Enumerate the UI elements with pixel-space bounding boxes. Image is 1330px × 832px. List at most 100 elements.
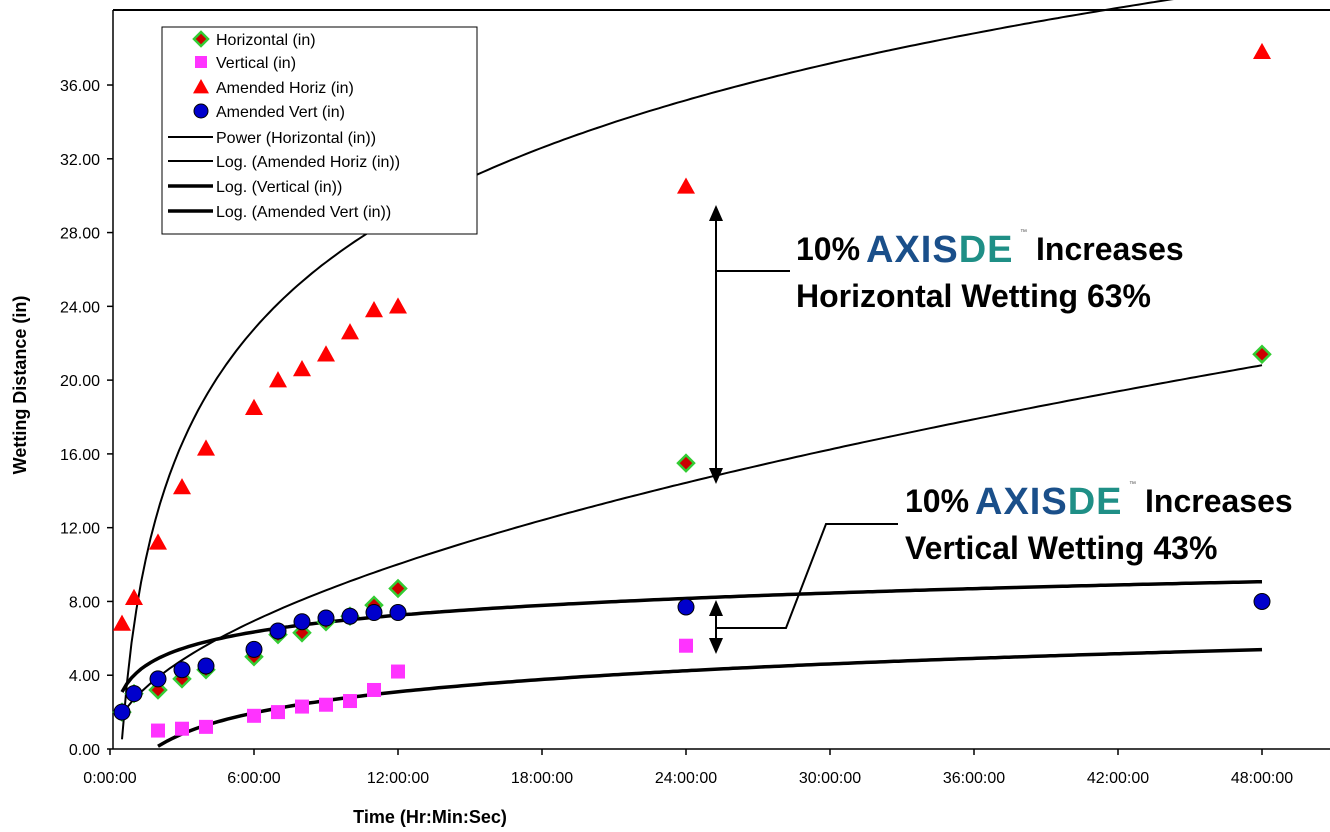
arrow-leader	[716, 523, 898, 629]
x-tick-label: 6:00:00	[227, 770, 280, 787]
annotation-horizontal-suffix: Increases	[1036, 231, 1184, 267]
annotation-vertical-line2: Vertical Wetting 43%	[905, 530, 1217, 566]
data-point-circle	[269, 622, 287, 640]
legend-label: Amended Horiz (in)	[216, 80, 354, 97]
y-tick-label: 12.00	[60, 521, 100, 538]
y-tick-label: 0.00	[69, 742, 100, 759]
legend-marker-circle	[193, 103, 209, 119]
data-point-triangle	[113, 614, 131, 631]
data-point-diamond	[676, 453, 696, 473]
data-point-triangle	[173, 478, 191, 495]
data-point-circle	[317, 609, 335, 627]
data-point-square	[175, 721, 189, 736]
x-tick-label: 24:00:00	[655, 770, 717, 787]
x-axis-ticks: 0:00:00 6:00:00 12:00:00 18:00:00 24:00:00 30…	[83, 749, 1293, 787]
data-point-triangle	[365, 301, 383, 318]
data-point-square	[679, 638, 693, 653]
data-point-circle	[365, 604, 383, 622]
data-point-triangle	[677, 177, 695, 194]
data-point-square	[295, 699, 309, 714]
annotation-vertical: 10% AXISDE ™ Increases Vertical Wetting …	[905, 481, 1293, 566]
data-point-diamond	[1252, 344, 1272, 365]
trendline-log	[121, 0, 1174, 740]
legend-marker-square	[195, 56, 207, 68]
y-axis-title: Wetting Distance (in)	[10, 296, 30, 475]
data-point-circle	[125, 685, 143, 703]
data-point-square	[367, 682, 381, 697]
legend-label: Vertical (in)	[216, 55, 296, 72]
data-point-circle	[245, 640, 263, 658]
data-point-triangle	[1253, 42, 1271, 60]
brand-de: DE	[959, 229, 1014, 271]
data-point-triangle	[317, 345, 335, 362]
arrowhead	[709, 205, 723, 221]
legend-label: Log. (Amended Vert (in))	[216, 204, 391, 221]
data-point-square	[247, 708, 261, 723]
data-point-square	[199, 719, 213, 734]
data-point-circle	[1253, 592, 1271, 610]
data-point-square	[271, 705, 285, 720]
data-point-circle	[341, 607, 359, 625]
x-tick-label: 30:00:00	[799, 770, 861, 787]
annotation-horizontal-line2: Horizontal Wetting 63%	[796, 278, 1151, 314]
data-point-triangle	[269, 371, 287, 388]
x-tick-label: 12:00:00	[367, 770, 429, 787]
data-point-square	[391, 664, 405, 679]
x-tick-label: 42:00:00	[1087, 770, 1149, 787]
data-point-circle	[197, 657, 215, 675]
data-point-circle	[173, 661, 191, 679]
annotation-horizontal-brand: AXISDE	[866, 229, 1014, 271]
data-point-circle	[113, 703, 131, 721]
trendline-power	[121, 364, 1263, 716]
x-tick-label: 48:00:00	[1231, 770, 1293, 787]
data-point-triangle	[293, 360, 311, 377]
annotation-horizontal: 10% AXISDE ™ Increases Horizontal Wettin…	[796, 229, 1184, 314]
data-point-triangle	[245, 398, 263, 415]
brand-de: DE	[1068, 481, 1123, 523]
y-tick-label: 4.00	[69, 668, 100, 685]
x-axis-title: Time (Hr:Min:Sec)	[353, 807, 507, 827]
data-point-triangle	[197, 439, 215, 456]
annotation-vertical-suffix: Increases	[1145, 483, 1293, 519]
data-point-square	[319, 697, 333, 712]
legend-items: Horizontal (in) Vertical (in) Amended Hori…	[168, 30, 400, 221]
y-tick-label: 32.00	[60, 152, 100, 169]
data-point-triangle	[149, 533, 167, 550]
arrowhead	[709, 600, 723, 616]
y-tick-label: 16.00	[60, 447, 100, 464]
y-tick-label: 24.00	[60, 299, 100, 316]
data-point-circle	[293, 613, 311, 631]
data-point-triangle	[389, 297, 407, 314]
legend-marker-diamond	[192, 30, 210, 48]
data-point-triangle	[125, 588, 143, 605]
legend-box	[161, 26, 478, 235]
legend-label: Amended Vert (in)	[216, 104, 345, 121]
data-point-circle	[389, 604, 407, 622]
arrowhead	[709, 638, 723, 654]
data-point-circle	[677, 598, 695, 616]
y-tick-label: 20.00	[60, 373, 100, 390]
brand-trademark: ™	[1020, 229, 1027, 236]
legend-label: Log. (Amended Horiz (in))	[216, 154, 400, 171]
x-tick-label: 18:00:00	[511, 770, 573, 787]
x-tick-label: 36:00:00	[943, 770, 1005, 787]
data-point-square	[151, 723, 165, 738]
annotation-horizontal-prefix: 10%	[796, 231, 860, 267]
legend-label: Horizontal (in)	[216, 32, 316, 49]
y-tick-label: 28.00	[60, 226, 100, 243]
data-point-square	[343, 694, 357, 709]
x-tick-label: 0:00:00	[83, 770, 136, 787]
trendline-log	[120, 579, 1263, 693]
data-point-circle	[149, 670, 167, 688]
annotation-arrows	[709, 205, 898, 654]
annotation-vertical-brand: AXISDE	[975, 481, 1123, 523]
data-point-diamond	[388, 578, 408, 599]
legend-marker-triangle	[193, 79, 209, 94]
y-axis-ticks: 0.00 4.00 8.00 12.00 16.00 20.00 24.00 28.00 32.…	[60, 78, 113, 759]
brand-axis: AXIS	[975, 481, 1068, 523]
legend-label: Log. (Vertical (in))	[216, 179, 342, 196]
legend: Horizontal (in) Vertical (in) Amended Hori…	[161, 26, 478, 235]
arrowhead	[709, 468, 723, 484]
brand-axis: AXIS	[866, 229, 959, 271]
